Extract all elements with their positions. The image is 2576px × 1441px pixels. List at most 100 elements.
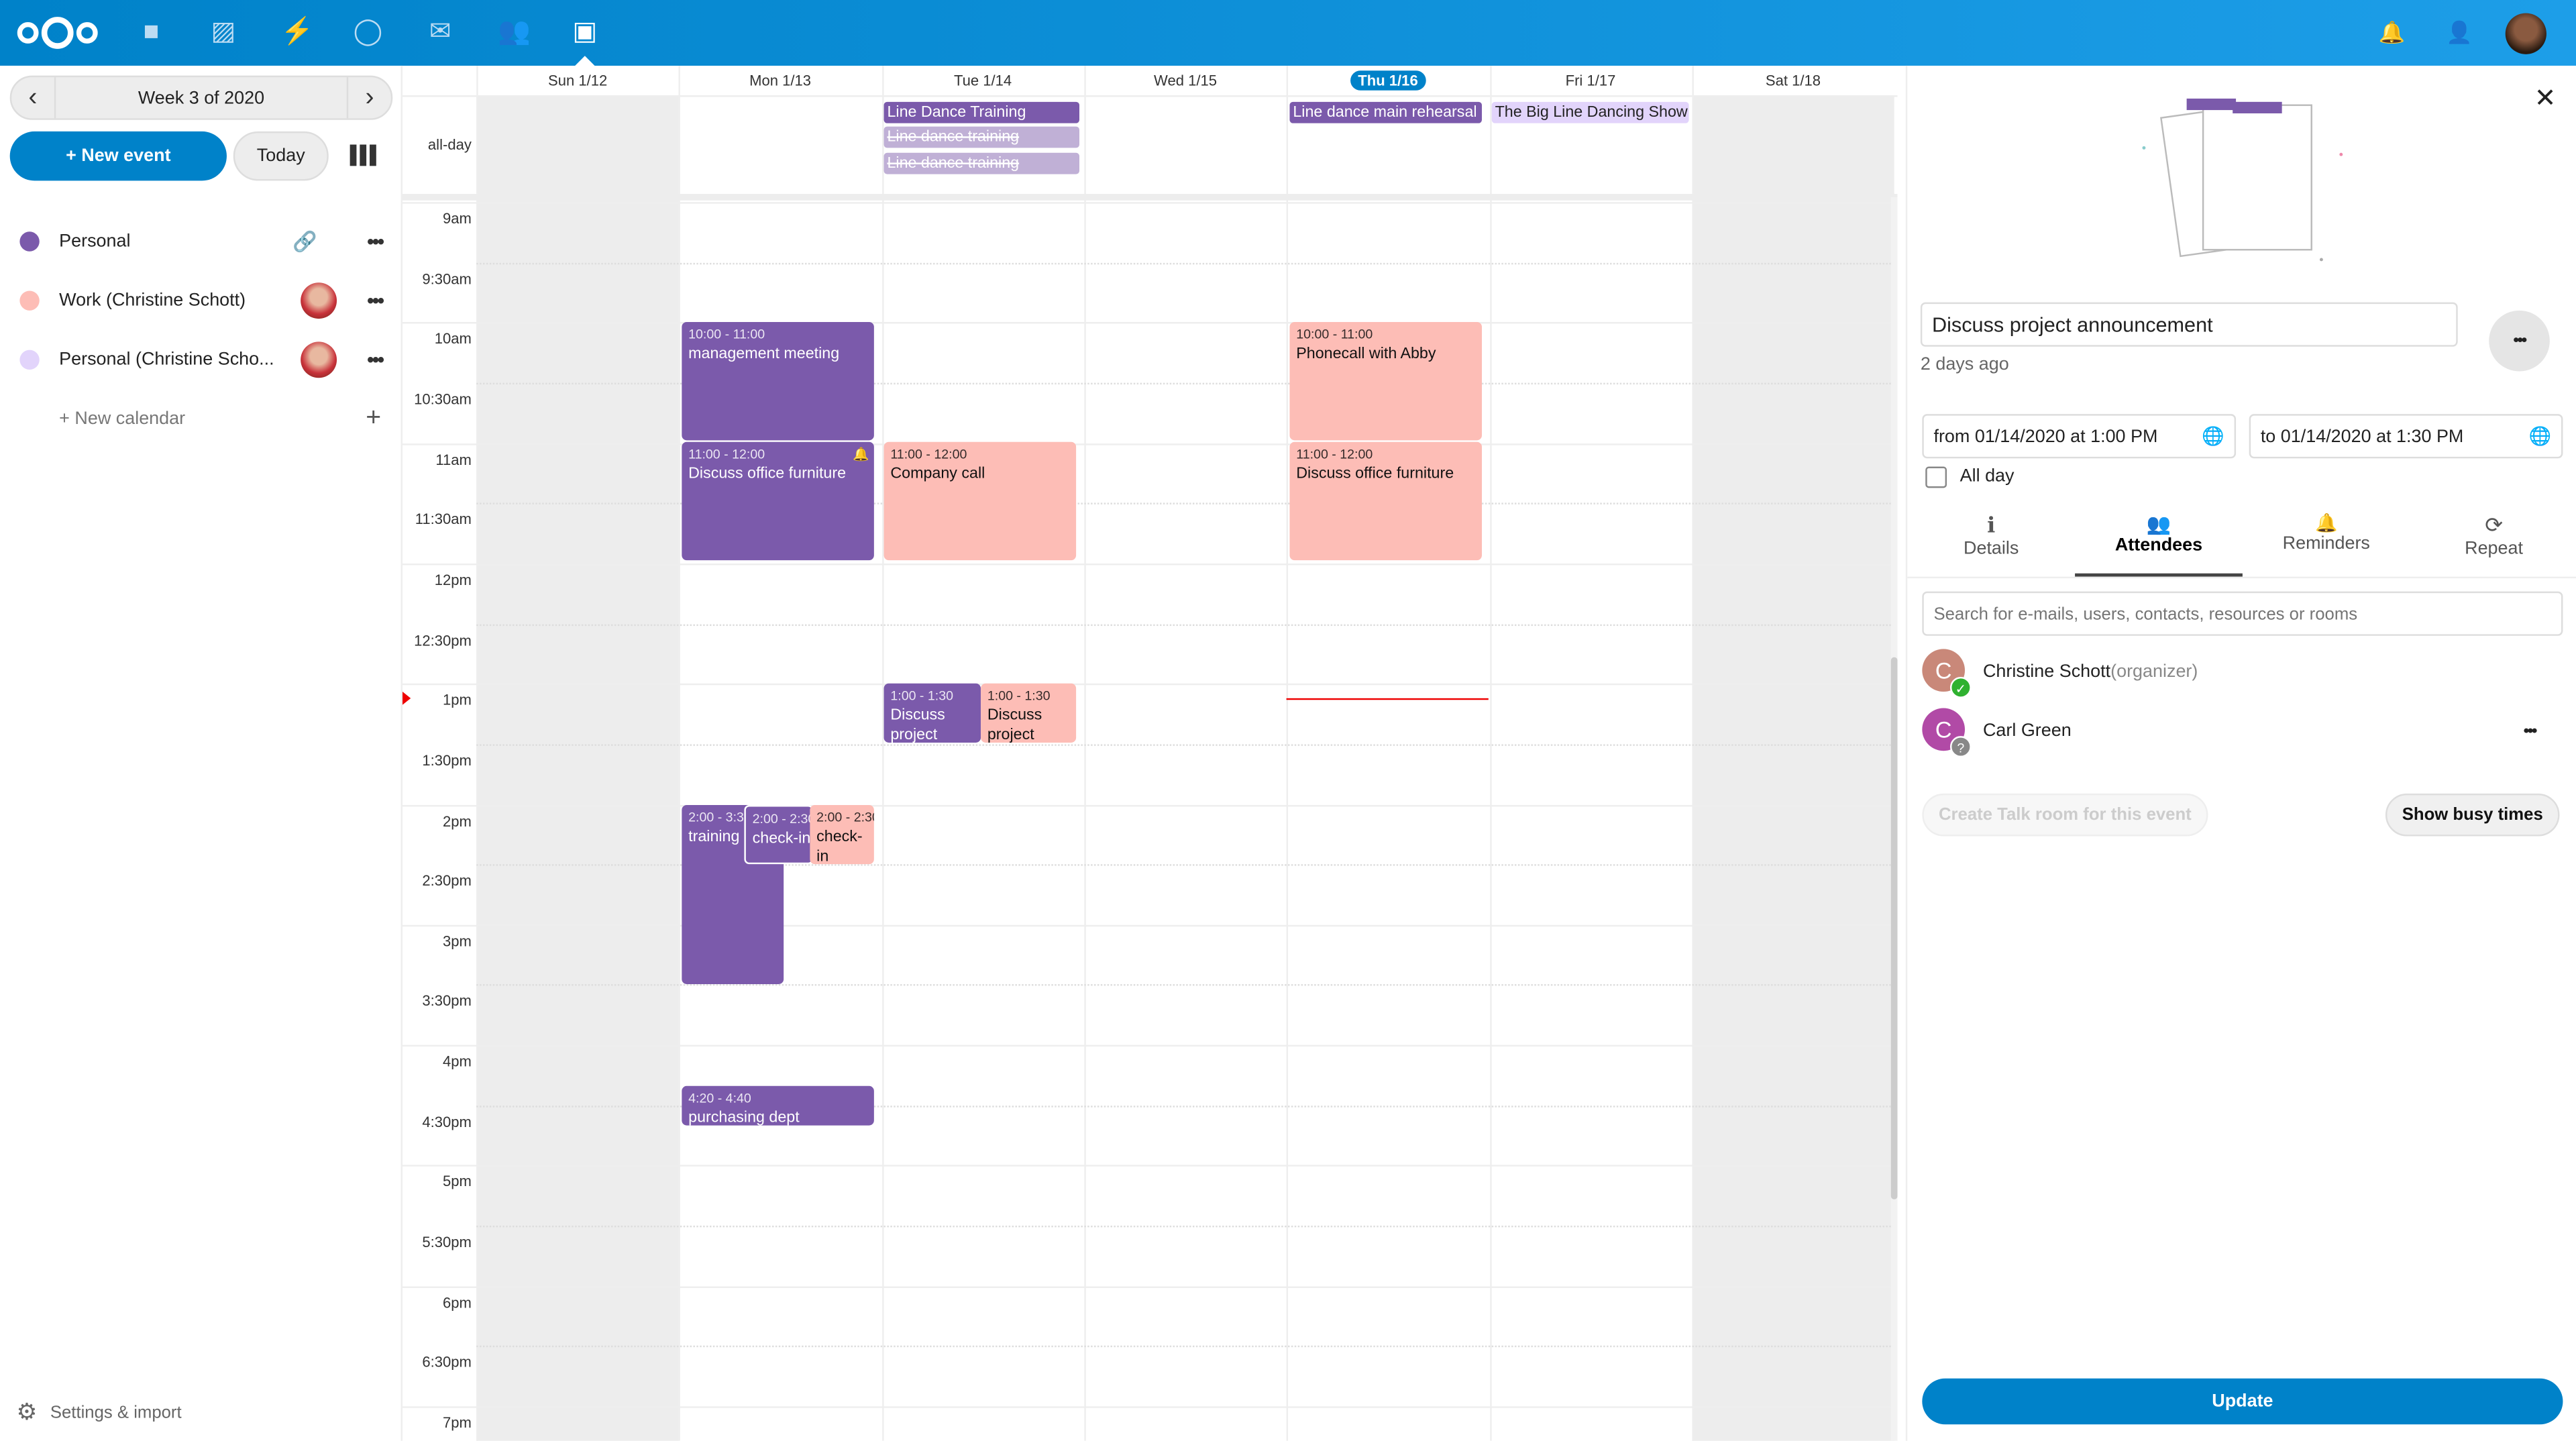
- update-button[interactable]: Update: [1922, 1378, 2563, 1425]
- event-title-input[interactable]: Discuss project announcement: [1920, 302, 2458, 347]
- event[interactable]: 2:00 - 2:30 check-in: [810, 805, 874, 865]
- modified-time: 2 days ago: [1920, 354, 2009, 375]
- create-talk-room-button[interactable]: Create Talk room for this event: [1922, 793, 2208, 837]
- event[interactable]: 1:00 - 1:30 Discuss project: [981, 683, 1077, 743]
- start-datetime: from 01/14/2020 at 1:00 PM: [1933, 426, 2158, 446]
- day-column[interactable]: [1691, 65, 1894, 1441]
- day-column[interactable]: [881, 65, 1084, 1441]
- attendee-search-input[interactable]: [1922, 591, 2563, 636]
- allday-event[interactable]: Line dance training: [883, 126, 1079, 148]
- week-view: Sun 1/12 Mon 1/13 Tue 1/14 Wed 1/15 Thu 1/16…: [402, 65, 1898, 1441]
- more-actions-button[interactable]: •••: [2489, 310, 2550, 372]
- grid-line: [402, 563, 1898, 566]
- day-column[interactable]: [679, 65, 881, 1441]
- bell-icon: 🔔: [2314, 514, 2338, 534]
- new-event-button[interactable]: + New event: [9, 131, 227, 181]
- start-datetime-input[interactable]: from 01/14/2020 at 1:00 PM 🌐: [1922, 414, 2237, 459]
- grid-line: [476, 1346, 1898, 1348]
- grid-line: [402, 924, 1898, 926]
- next-week-button[interactable]: ›: [365, 83, 374, 111]
- time-label: 4:30pm: [422, 1113, 472, 1130]
- allday-event[interactable]: Line dance training: [883, 152, 1079, 174]
- day-column[interactable]: [1084, 65, 1287, 1441]
- week-label[interactable]: Week 3 of 2020: [54, 77, 349, 119]
- share-link-icon[interactable]: 🔗: [292, 229, 317, 254]
- event[interactable]: 11:00 - 12:00 Discuss office furniture: [1289, 441, 1482, 561]
- prev-week-button[interactable]: ‹: [28, 83, 38, 111]
- day-header[interactable]: Fri 1/17: [1565, 72, 1616, 89]
- now-indicator: [1286, 698, 1489, 700]
- activity-icon[interactable]: ⚡: [280, 17, 314, 46]
- day-column[interactable]: [1287, 65, 1489, 1441]
- view-switcher-icon[interactable]: [350, 144, 376, 166]
- time-label: 11:30am: [415, 511, 472, 528]
- week-navigator: ‹ Week 3 of 2020 ›: [9, 75, 393, 120]
- calendar-item[interactable]: Personal 🔗 •••: [0, 212, 402, 271]
- attendee-more-icon[interactable]: •••: [2523, 723, 2538, 741]
- tab-repeat[interactable]: ⟳ Repeat: [2410, 513, 2576, 559]
- more-icon[interactable]: •••: [367, 348, 384, 372]
- event[interactable]: 10:00 - 11:00 management meeting: [682, 322, 874, 441]
- end-datetime-input[interactable]: to 01/14/2020 at 1:30 PM 🌐: [2249, 414, 2563, 459]
- scrollbar[interactable]: [1890, 197, 1898, 1441]
- calendar-icon[interactable]: ▣: [572, 17, 598, 46]
- settings-button[interactable]: ⚙ Settings & import: [16, 1398, 181, 1426]
- files-icon[interactable]: ■: [143, 17, 160, 46]
- settings-label: Settings & import: [50, 1402, 182, 1422]
- event[interactable]: 2:00 - 2:30 check-in: [744, 805, 814, 865]
- time-label: 2:30pm: [422, 872, 472, 890]
- day-header[interactable]: Wed 1/15: [1154, 72, 1218, 89]
- calendar-label: Work (Christine Schott): [59, 290, 246, 311]
- event[interactable]: 11:00 - 12:00 Company call: [883, 441, 1077, 561]
- tab-reminders[interactable]: 🔔 Reminders: [2243, 513, 2410, 554]
- allday-event[interactable]: Line Dance Training: [883, 101, 1079, 123]
- today-button[interactable]: Today: [233, 131, 329, 181]
- day-header[interactable]: Thu 1/16: [1287, 66, 1489, 95]
- event[interactable]: 4:20 - 4:40 purchasing dept: [682, 1085, 874, 1126]
- mail-icon[interactable]: ✉: [429, 17, 451, 46]
- plus-icon[interactable]: +: [366, 404, 382, 433]
- time-label: 10am: [434, 330, 472, 348]
- nextcloud-logo[interactable]: [16, 15, 98, 51]
- notifications-icon[interactable]: 🔔: [2378, 19, 2406, 45]
- close-icon[interactable]: ✕: [2534, 85, 2557, 113]
- talk-icon[interactable]: ◯: [353, 17, 383, 46]
- time-label: 12:30pm: [414, 631, 472, 649]
- tab-details[interactable]: ℹ Details: [1907, 513, 2075, 559]
- allday-event[interactable]: The Big Line Dancing Show: [1491, 101, 1689, 123]
- day-column[interactable]: [476, 65, 679, 1441]
- today-badge[interactable]: Thu 1/16: [1350, 70, 1426, 91]
- time-label: 7pm: [442, 1414, 472, 1432]
- user-avatar[interactable]: [2505, 13, 2546, 54]
- time-label: 5:30pm: [422, 1234, 472, 1250]
- grid-line: [476, 1105, 1898, 1108]
- attendees-icon: 👥: [2146, 513, 2171, 536]
- day-header[interactable]: Sun 1/12: [548, 72, 608, 89]
- calendar-item[interactable]: Work (Christine Schott) •••: [0, 271, 402, 330]
- grid-line: [476, 1226, 1898, 1228]
- day-header[interactable]: Mon 1/13: [749, 72, 812, 89]
- time-label: 9:30am: [422, 270, 472, 287]
- tab-attendees[interactable]: 👥 Attendees: [2075, 513, 2243, 577]
- photos-icon[interactable]: ▨: [211, 17, 236, 46]
- new-calendar-button[interactable]: + New calendar +: [0, 389, 402, 448]
- calendar-item[interactable]: Personal (Christine Scho... •••: [0, 330, 402, 389]
- event-sidebar: ✕ Discuss project announcement ••• 2 day…: [1905, 65, 2576, 1441]
- day-column[interactable]: [1489, 65, 1692, 1441]
- globe-icon[interactable]: 🌐: [2528, 427, 2552, 447]
- allday-checkbox[interactable]: [1925, 466, 1947, 488]
- show-busy-times-button[interactable]: Show busy times: [2385, 793, 2560, 837]
- contacts-menu-icon[interactable]: 👤: [2446, 19, 2473, 45]
- allday-event[interactable]: Line dance main rehearsal: [1289, 101, 1482, 123]
- globe-icon[interactable]: 🌐: [2202, 427, 2224, 447]
- more-icon[interactable]: •••: [367, 229, 384, 254]
- day-header[interactable]: Tue 1/14: [953, 72, 1012, 89]
- more-icon[interactable]: •••: [367, 289, 384, 313]
- day-header[interactable]: Sat 1/18: [1765, 72, 1821, 89]
- contacts-icon[interactable]: 👥: [498, 17, 531, 46]
- event[interactable]: 10:00 - 11:00 Phonecall with Abby: [1289, 322, 1482, 441]
- event[interactable]: 11:00 - 12:00 Discuss office furniture 🔔: [682, 441, 874, 561]
- grid-line: [476, 503, 1898, 505]
- weekend-column: [1692, 95, 1894, 1441]
